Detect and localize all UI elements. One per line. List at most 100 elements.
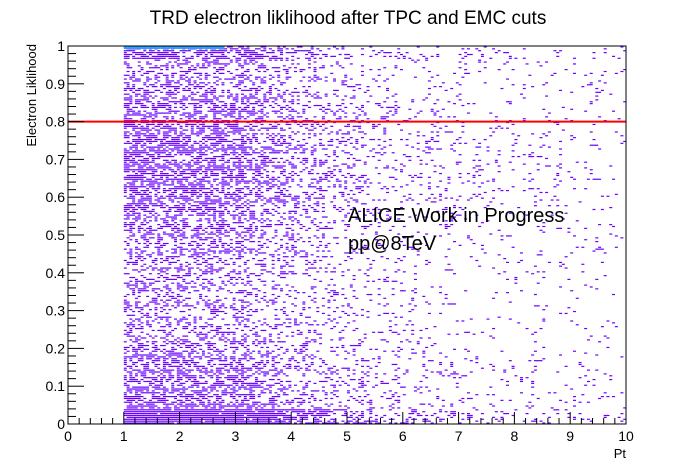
- histogram-bin: [157, 199, 161, 201]
- histogram-bin: [165, 86, 169, 88]
- histogram-bin: [190, 386, 194, 388]
- histogram-bin: [207, 191, 211, 194]
- histogram-bin: [221, 148, 225, 150]
- histogram-bin: [168, 174, 172, 177]
- histogram-bin: [182, 218, 186, 220]
- histogram-bin: [266, 413, 270, 415]
- histogram-bin: [154, 52, 158, 54]
- histogram-bin: [243, 403, 247, 405]
- histogram-bin: [199, 206, 203, 209]
- histogram-bin: [190, 418, 194, 420]
- histogram-bin: [227, 167, 231, 169]
- histogram-bin: [199, 252, 203, 254]
- histogram-bin: [215, 395, 219, 398]
- histogram-bin: [224, 133, 228, 135]
- histogram-bin: [134, 99, 138, 101]
- histogram-bin: [129, 380, 133, 383]
- histogram-bin: [143, 206, 147, 209]
- histogram-bin: [151, 104, 155, 107]
- histogram-bin: [162, 116, 166, 118]
- histogram-bin: [168, 224, 172, 226]
- histogram-bin: [215, 110, 219, 112]
- histogram-bin: [218, 239, 222, 241]
- histogram-bin: [221, 133, 225, 135]
- histogram-bin: [260, 163, 264, 165]
- histogram-bin: [123, 356, 127, 358]
- histogram-bin: [182, 50, 186, 52]
- histogram-bin: [154, 418, 158, 420]
- histogram-bin: [218, 69, 222, 71]
- histogram-bin: [185, 418, 189, 420]
- histogram-bin: [174, 318, 178, 320]
- histogram-bin: [235, 129, 239, 131]
- histogram-bin: [218, 106, 222, 109]
- histogram-bin: [185, 225, 189, 228]
- histogram-bin: [235, 193, 239, 195]
- histogram-bin: [176, 407, 180, 409]
- histogram-bin: [201, 405, 205, 407]
- histogram-bin: [201, 201, 205, 203]
- histogram-bin: [254, 293, 258, 296]
- histogram-bin: [129, 280, 133, 282]
- histogram-bin: [154, 195, 158, 197]
- histogram-bin: [232, 103, 236, 105]
- histogram-bin: [207, 324, 211, 326]
- histogram-bin: [204, 103, 208, 105]
- histogram-bin: [249, 395, 253, 398]
- histogram-bin: [123, 222, 127, 224]
- histogram-bin: [229, 227, 233, 229]
- histogram-bin: [249, 422, 253, 424]
- histogram-bin: [218, 237, 222, 239]
- histogram-bin: [246, 104, 250, 107]
- histogram-bin: [134, 252, 138, 254]
- histogram-bin: [238, 416, 242, 418]
- histogram-bin: [143, 348, 147, 350]
- histogram-bin: [229, 346, 233, 349]
- histogram-bin: [151, 420, 155, 422]
- histogram-bin: [151, 409, 155, 411]
- histogram-bin: [249, 167, 253, 169]
- histogram-bin: [179, 286, 183, 288]
- histogram-bin: [201, 333, 205, 335]
- histogram-bin: [187, 352, 191, 354]
- histogram-bin: [201, 229, 205, 231]
- histogram-bin: [148, 161, 152, 163]
- histogram-bin: [213, 414, 217, 417]
- histogram-bin: [257, 259, 261, 262]
- histogram-bin: [229, 405, 233, 407]
- histogram-bin: [252, 95, 256, 97]
- histogram-bin: [224, 324, 228, 326]
- histogram-bin: [263, 55, 267, 57]
- histogram-bin: [249, 309, 253, 311]
- histogram-bin: [232, 148, 236, 150]
- histogram-bin: [221, 318, 225, 320]
- histogram-bin: [171, 275, 175, 277]
- histogram-bin: [185, 125, 189, 127]
- histogram-bin: [196, 397, 200, 400]
- histogram-bin: [187, 172, 191, 175]
- histogram-bin: [151, 55, 155, 57]
- histogram-bin: [224, 201, 228, 203]
- histogram-bin: [224, 360, 228, 362]
- histogram-bin: [243, 358, 247, 360]
- histogram-bin: [263, 80, 267, 82]
- histogram-bin: [176, 152, 180, 154]
- histogram-bin: [185, 422, 189, 424]
- histogram-bin: [146, 216, 150, 218]
- histogram-bin: [165, 165, 169, 167]
- histogram-bin: [227, 201, 231, 203]
- histogram-bin: [154, 193, 158, 195]
- histogram-bin: [221, 52, 225, 54]
- histogram-bin: [243, 182, 247, 184]
- histogram-bin: [134, 356, 138, 358]
- histogram-bin: [238, 242, 242, 245]
- histogram-bin: [137, 403, 141, 405]
- histogram-bin: [148, 50, 152, 52]
- histogram-bin: [221, 303, 225, 305]
- histogram-bin: [221, 163, 225, 165]
- histogram-bin: [249, 212, 253, 214]
- histogram-bin: [176, 82, 180, 84]
- histogram-bin: [193, 254, 197, 256]
- histogram-bin: [249, 161, 253, 163]
- histogram-bin: [132, 218, 136, 220]
